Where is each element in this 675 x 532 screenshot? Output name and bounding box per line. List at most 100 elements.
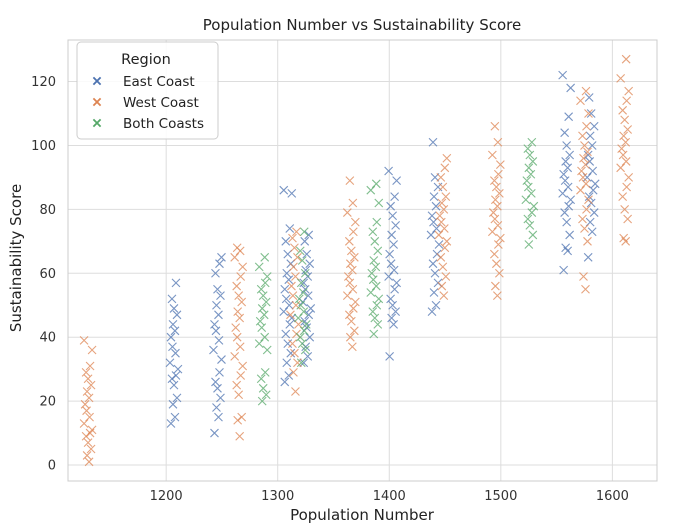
data-point <box>371 281 381 291</box>
data-point <box>233 415 243 425</box>
data-point <box>578 214 587 224</box>
data-point <box>566 83 576 93</box>
data-point <box>581 160 590 170</box>
data-point <box>384 166 394 176</box>
data-point <box>494 268 504 278</box>
data-point <box>369 256 379 265</box>
data-point <box>293 313 303 323</box>
data-point <box>432 224 441 233</box>
data-point <box>230 252 240 262</box>
data-point <box>528 157 538 166</box>
data-point <box>215 367 224 377</box>
data-point <box>560 208 570 217</box>
data-point <box>172 393 182 403</box>
data-point <box>565 150 575 160</box>
data-point <box>527 208 537 217</box>
data-points <box>79 54 634 467</box>
data-point <box>618 192 628 201</box>
data-point <box>620 204 630 214</box>
data-point <box>428 259 438 269</box>
data-point <box>495 233 505 243</box>
y-tick-label: 80 <box>39 203 56 218</box>
x-tick-label: 1300 <box>261 489 294 504</box>
data-point <box>167 294 177 304</box>
data-point <box>171 278 181 288</box>
data-point <box>578 131 587 141</box>
data-point <box>346 246 356 256</box>
data-point <box>559 169 569 179</box>
data-point <box>86 380 96 390</box>
data-point <box>385 249 395 259</box>
data-point <box>589 208 599 217</box>
data-point <box>288 233 297 243</box>
data-point <box>350 297 360 307</box>
data-point <box>348 227 358 237</box>
data-point <box>302 249 312 259</box>
data-point <box>257 396 267 406</box>
data-point <box>284 300 294 310</box>
data-point <box>426 230 436 240</box>
data-point <box>580 224 589 233</box>
data-point <box>562 141 572 150</box>
data-point <box>217 252 226 262</box>
data-point <box>586 109 596 118</box>
data-point <box>281 294 291 304</box>
data-point <box>389 265 399 275</box>
y-tick-label: 120 <box>31 75 56 90</box>
data-point <box>565 230 575 240</box>
data-point <box>261 297 271 307</box>
legend-marker <box>92 97 102 107</box>
data-point <box>303 291 313 301</box>
legend-label: East Coast <box>123 74 195 90</box>
data-point <box>82 387 92 396</box>
data-point <box>209 345 218 355</box>
data-point <box>521 195 531 205</box>
data-point <box>522 176 532 185</box>
data-point <box>561 243 571 253</box>
data-point <box>301 320 311 329</box>
y-axis-title: Sustainability Score <box>7 184 25 332</box>
data-point <box>622 182 632 192</box>
data-point <box>529 201 539 211</box>
y-tick-label: 20 <box>39 395 56 410</box>
data-point <box>286 310 295 320</box>
data-point <box>235 431 245 441</box>
legend-label: Both Coasts <box>123 116 204 132</box>
data-point <box>79 419 89 428</box>
data-point <box>235 342 245 352</box>
data-point <box>527 137 537 147</box>
data-point <box>370 313 380 323</box>
data-point <box>85 412 94 422</box>
data-point <box>495 160 505 170</box>
data-point <box>232 380 242 390</box>
data-point <box>345 259 355 269</box>
data-point <box>581 284 590 294</box>
data-point <box>563 182 573 192</box>
data-point <box>211 377 220 387</box>
data-point <box>562 217 572 227</box>
data-point <box>234 390 244 400</box>
data-point <box>347 265 357 275</box>
data-point <box>374 198 384 208</box>
data-point <box>580 141 589 150</box>
series-both-coasts <box>254 137 539 406</box>
data-point <box>346 316 356 326</box>
data-point <box>169 380 179 390</box>
data-point <box>295 246 305 256</box>
data-point <box>439 224 449 233</box>
data-point <box>494 189 504 198</box>
data-point <box>284 371 294 380</box>
data-point <box>292 227 301 237</box>
data-point <box>299 307 309 317</box>
data-point <box>257 304 267 313</box>
data-point <box>214 412 223 422</box>
data-point <box>232 243 242 253</box>
data-point <box>387 313 397 323</box>
data-point <box>260 367 270 377</box>
data-point <box>589 121 599 131</box>
data-point <box>288 339 297 348</box>
data-point <box>350 217 360 227</box>
data-point <box>368 307 378 317</box>
data-point <box>289 262 298 272</box>
